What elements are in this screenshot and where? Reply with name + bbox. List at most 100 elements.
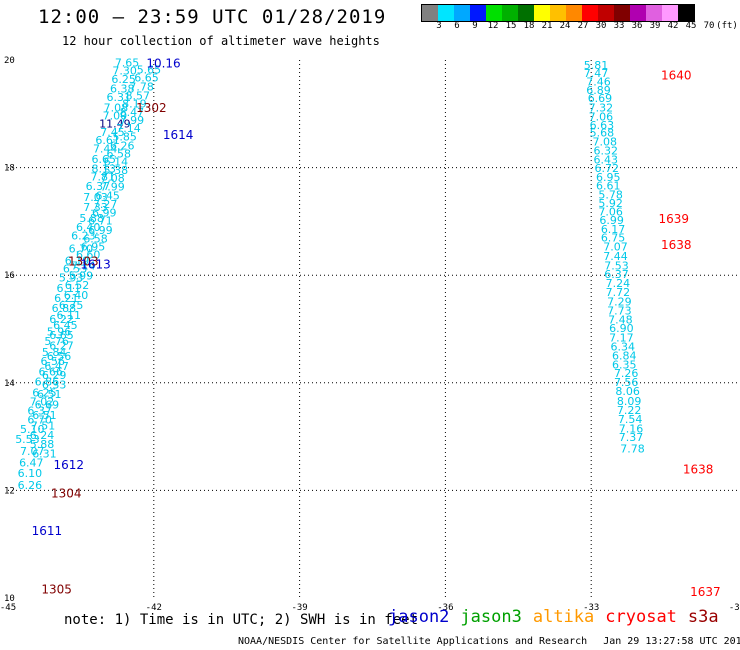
wave-height-value: 7.47 <box>584 67 609 80</box>
wave-height-value: 8.57 <box>126 89 151 102</box>
color-scale-labels: 3 6 9 12 15 18 21 24 27 30 33 36 39 42 45 70 (ft) <box>421 21 738 33</box>
pass-time-label: 1303 <box>68 255 99 269</box>
wave-height-value: 5.96 <box>47 325 72 338</box>
scale-label: 9 <box>472 21 478 31</box>
wave-height-value: 6.56 <box>40 355 65 368</box>
wave-height-value: 6.32 <box>594 145 619 158</box>
wave-height-value: 5.88 <box>30 438 55 451</box>
satellite-legend: jason2 jason3 altika cryosat s3a <box>388 607 730 627</box>
x-tick-label: -36 <box>437 603 453 613</box>
wave-height-value: 6.51 <box>32 409 57 422</box>
wave-height-value: 6.31 <box>107 91 132 104</box>
scale-label: 36 <box>631 21 643 31</box>
x-tick-label: -30 <box>729 603 740 613</box>
pass-time-label: 1304 <box>51 486 82 500</box>
scale-label: 3 <box>436 21 442 31</box>
credit-line: NOAA/NESDIS Center for Satellite Applica… <box>238 636 740 647</box>
scale-swatch <box>534 5 550 21</box>
wave-height-value: 8.13 <box>91 162 116 175</box>
y-tick-label: 10 <box>4 594 15 604</box>
wave-height-value: 7.17 <box>609 331 634 344</box>
wave-height-value: 7.46 <box>586 75 611 88</box>
pass-time-label: 10.16 <box>146 57 180 71</box>
wave-height-value: 7.26 <box>614 367 639 380</box>
wave-height-value: 6.71 <box>88 215 113 228</box>
pass-time-label: 1637 <box>690 585 721 599</box>
wave-height-value: 6.37 <box>604 268 629 281</box>
wave-height-value: 6.34 <box>611 341 636 354</box>
pass-time-label: 1640 <box>661 68 692 82</box>
footnote: note: 1) Time is in UTC; 2) SWH is in fe… <box>64 612 419 628</box>
scale-swatch <box>614 5 630 21</box>
wave-height-value: 6.61 <box>596 180 621 193</box>
legend-item-s3a: s3a <box>687 607 719 627</box>
wave-height-value: 6.56 <box>47 350 72 363</box>
wave-height-value: 6.26 <box>18 479 43 492</box>
wave-height-value: 5.92 <box>598 197 623 210</box>
x-tick-label: -42 <box>146 603 162 613</box>
wave-height-value: 6.43 <box>594 153 619 166</box>
wave-height-value: 7.48 <box>608 314 633 327</box>
scale-swatch <box>438 5 454 21</box>
scale-swatch <box>550 5 566 21</box>
wave-height-value: 6.58 <box>83 232 108 245</box>
wave-height-value: 6.23 <box>71 230 96 243</box>
scale-label: 15 <box>505 21 517 31</box>
wave-height-value: 7.99 <box>100 181 125 194</box>
pass-time-label: 1639 <box>659 212 690 226</box>
wave-height-value: 6.21 <box>54 292 79 305</box>
wave-height-value: 5.99 <box>69 270 94 283</box>
pass-time-label: 1305 <box>41 583 72 597</box>
wave-height-value: 7.07 <box>603 240 628 253</box>
y-tick-label: 14 <box>4 379 15 389</box>
wave-height-value: 6.89 <box>586 84 611 97</box>
wave-height-value: 6.19 <box>65 254 90 267</box>
scale-swatch <box>486 5 502 21</box>
wave-height-value: 7.30 <box>112 65 137 78</box>
wave-height-value: 6.45 <box>95 189 120 202</box>
scale-label: 21 <box>541 21 553 31</box>
chart-subtitle: 12 hour collection of altimeter wave hei… <box>62 34 380 48</box>
wave-height-value: 6.70 <box>27 414 52 427</box>
wave-height-value: 7.56 <box>614 376 639 389</box>
wave-height-value: 7.03 <box>83 191 108 204</box>
wave-height-value: 6.95 <box>596 171 621 184</box>
scale-label: 45 <box>685 21 697 31</box>
wave-height-value: 8.06 <box>615 385 640 398</box>
wave-height-value: 6.11 <box>57 309 82 322</box>
wave-height-value: 6.38 <box>110 82 135 95</box>
wave-height-value: 6.58 <box>107 147 132 160</box>
wave-height-value: 6.17 <box>601 223 626 236</box>
pass-time-label: 1638 <box>661 238 692 252</box>
pass-time-label: 1613 <box>80 258 111 272</box>
pass-time-label: 1302 <box>136 101 167 115</box>
pass-time-label: 1638 <box>683 463 714 477</box>
wave-height-value: 6.69 <box>588 92 613 105</box>
wave-height-value: 5.78 <box>598 188 623 201</box>
scale-swatch <box>422 5 438 21</box>
scale-swatch <box>454 5 470 21</box>
wave-height-value: 6.29 <box>42 369 67 382</box>
wave-height-value: 7.44 <box>603 250 628 263</box>
wave-height-value: 7.27 <box>93 198 118 211</box>
wave-height-value: 6.27 <box>49 339 74 352</box>
y-tick-label: 16 <box>4 271 15 281</box>
wave-height-value: 7.45 <box>100 126 125 139</box>
scale-swatch <box>646 5 662 21</box>
y-tick-label: 18 <box>4 164 15 174</box>
legend-item-altika: altika <box>532 607 595 627</box>
wave-height-value: 7.07 <box>20 445 45 458</box>
wave-height-value: 6.88 <box>52 302 77 315</box>
wave-height-value: 6.10 <box>18 467 43 480</box>
wave-height-value: 6.75 <box>59 299 84 312</box>
scale-label: 27 <box>577 21 589 31</box>
wave-height-value: 6.63 <box>590 119 615 132</box>
wave-height-value: 6.22 <box>49 313 74 326</box>
wave-height-value: 5.84 <box>42 346 67 359</box>
wave-height-value: 7.72 <box>606 286 631 299</box>
wave-height-value: 6.45 <box>53 319 78 332</box>
wave-height-value: 6.52 <box>65 279 90 292</box>
wave-height-value: 7.99 <box>120 114 145 127</box>
wave-height-value: 7.32 <box>589 102 614 115</box>
